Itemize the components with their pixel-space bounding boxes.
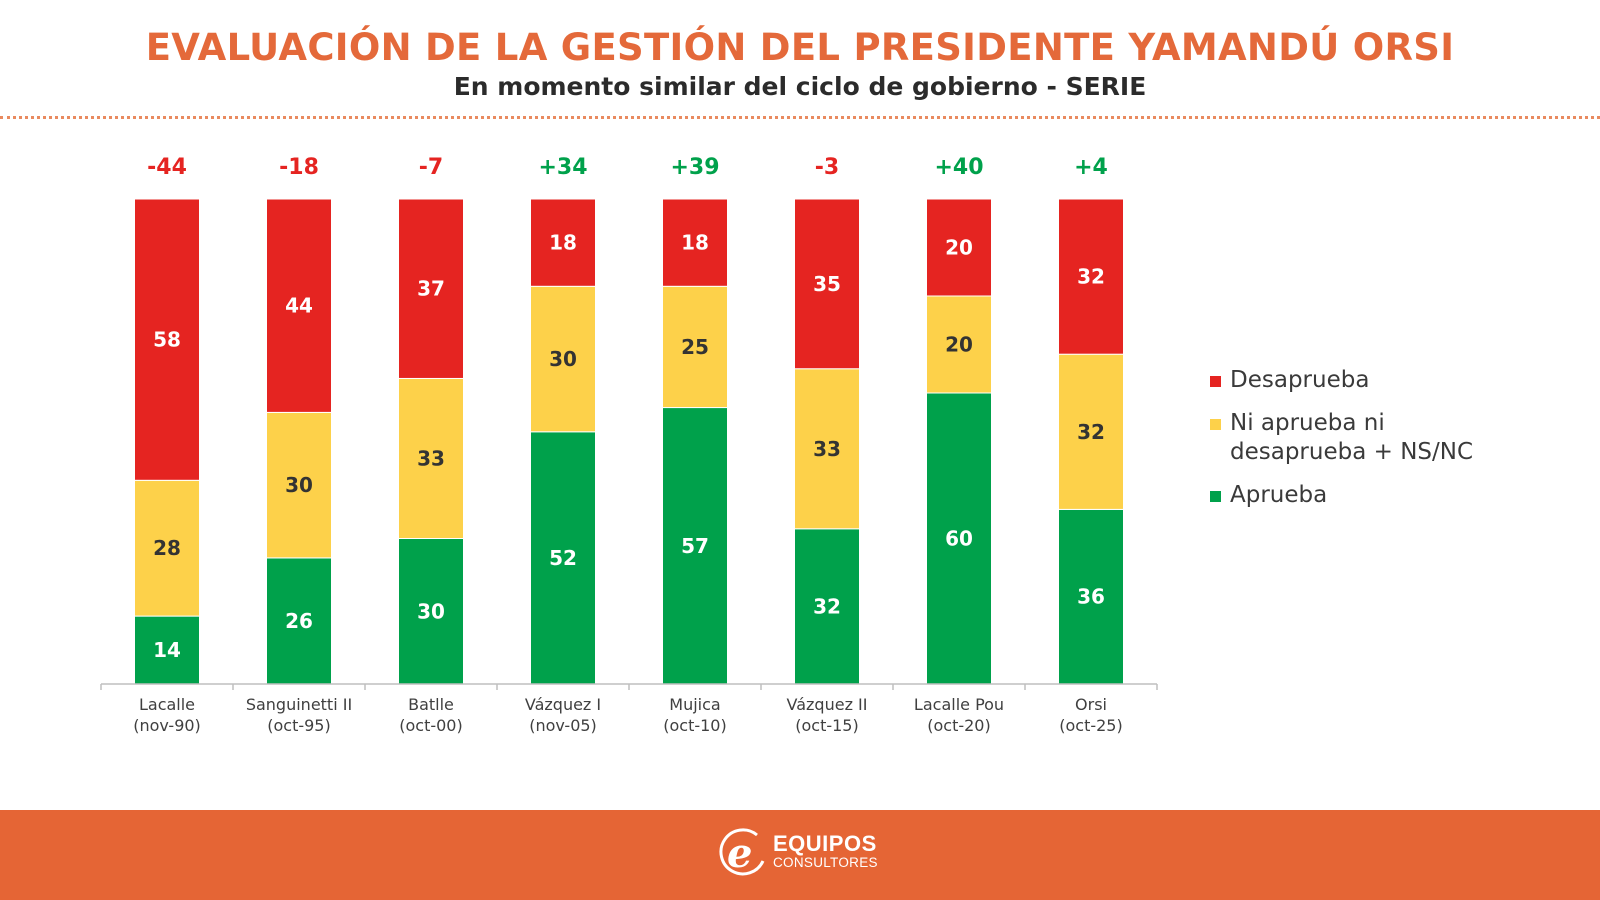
segment-value-label: 52 [549,546,577,570]
x-axis: Lacalle (nov-90) Sanguinetti II (oct-95) Bat… [100,683,1158,735]
x-tick-label: Vázquez I [525,695,601,714]
brand-name: EQUIPOS [773,830,877,856]
segment-value-label: 28 [153,536,181,560]
segment-value-label: 60 [945,527,973,551]
bar-segment-aprueba [926,392,992,685]
bar-stack: 26 30 44 -18 [266,155,332,685]
net-balance-label: -7 [419,155,443,180]
x-tick-label: Orsi [1075,695,1107,714]
segment-value-label: 18 [681,231,709,255]
x-tick-label: Batlle [408,695,454,714]
segment-value-label: 33 [813,437,841,461]
legend-label-aprueba: Aprueba [1230,482,1328,508]
segment-value-label: 30 [549,347,577,371]
bar-segment-aprueba [794,528,860,685]
net-balance-label: +34 [538,155,587,180]
segment-value-label: 30 [417,599,445,623]
bar-segment-ni [398,377,464,540]
legend-item-aprueba: Aprueba [1210,481,1510,510]
segment-value-label: 33 [417,446,445,470]
segment-value-label: 25 [681,335,709,359]
svg-text:e: e [727,830,752,877]
segment-value-label: 26 [285,609,313,633]
segment-value-label: 57 [681,534,709,558]
brand-logo: e EQUIPOS CONSULTORES [713,823,878,879]
segment-value-label: 58 [153,328,181,352]
legend-swatch-desaprueba [1210,376,1221,387]
legend-label-ni: Ni aprueba ni desaprueba + NS/NC [1230,410,1474,465]
chart-title: EVALUACIÓN DE LA GESTIÓN DEL PRESIDENTE … [145,26,1455,69]
segment-value-label: 20 [945,236,973,260]
x-tick-label: (nov-90) [133,716,201,735]
bar-segment-desaprueba [1058,198,1124,355]
footer-bar [0,810,1600,900]
net-balance-label: -44 [147,155,187,180]
segment-value-label: 37 [417,277,445,301]
x-tick-label: (oct-15) [795,716,858,735]
bar-stack: 57 25 18 +39 [662,155,728,685]
segment-value-label: 32 [1077,420,1105,444]
x-tick-label: (nov-05) [529,716,597,735]
bar-stack: 36 32 32 +4 [1058,155,1124,685]
bar-segment-desaprueba [794,198,860,370]
bar-stack: 30 33 37 -7 [398,155,464,685]
bar-segment-desaprueba [926,198,992,297]
bar-segment-ni [662,285,728,409]
bar-segment-ni [530,285,596,433]
x-tick-label: Sanguinetti II [246,695,352,714]
legend-swatch-aprueba [1210,491,1221,502]
segment-value-label: 32 [1077,265,1105,289]
bar-segment-desaprueba [266,198,332,413]
net-balance-label: +40 [934,155,983,180]
bar-segment-aprueba [662,407,728,685]
bars-group: 14 28 58 -44 26 30 44 -18 30 33 37 -7 52 30 18 +34 57 25 1… [134,155,1124,685]
x-tick-label: (oct-00) [399,716,462,735]
bar-stack: 32 33 35 -3 [794,155,860,685]
bar-segment-desaprueba [134,198,200,481]
bar-segment-desaprueba [530,198,596,287]
stacked-bar-chart: 14 28 58 -44 26 30 44 -18 30 33 37 -7 52 30 18 +34 57 25 1… [100,155,1158,735]
legend-item-desaprueba: Desaprueba [1210,366,1510,395]
legend-item-ni: Ni aprueba ni desaprueba + NS/NC [1210,409,1510,467]
bar-segment-ni [794,368,860,530]
x-tick-label: Vázquez II [787,695,868,714]
segment-value-label: 20 [945,333,973,357]
segment-value-label: 44 [285,294,313,318]
segment-value-label: 14 [153,638,181,662]
net-balance-label: +39 [670,155,719,180]
x-tick-label: Lacalle Pou [914,695,1004,714]
segment-value-label: 35 [813,272,841,296]
net-balance-label: -18 [279,155,319,180]
x-tick-label: (oct-20) [927,716,990,735]
legend-swatch-ni [1210,419,1221,430]
x-tick-label: (oct-10) [663,716,726,735]
x-tick-label: (oct-95) [267,716,330,735]
bar-segment-aprueba [530,431,596,685]
bar-segment-desaprueba [662,198,728,287]
bar-stack: 60 20 20 +40 [926,155,992,685]
net-balance-label: +4 [1074,155,1108,180]
bar-segment-ni [926,295,992,394]
e-logo-icon: e [719,828,765,877]
x-tick-label: Mujica [669,695,720,714]
bar-segment-ni [1058,353,1124,510]
segment-value-label: 32 [813,594,841,618]
x-tick-label: Lacalle [139,695,195,714]
brand-text: EQUIPOS CONSULTORES [773,830,878,870]
dotted-divider [0,116,1600,119]
segment-value-label: 30 [285,473,313,497]
chart-subtitle: En momento similar del ciclo de gobierno… [453,72,1147,101]
segment-value-label: 36 [1077,585,1105,609]
segment-value-label: 18 [549,231,577,255]
net-balance-label: -3 [815,155,839,180]
legend: Desaprueba Ni aprueba ni desaprueba + NS… [1210,366,1510,524]
x-tick-label: (oct-25) [1059,716,1122,735]
legend-label-desaprueba: Desaprueba [1230,367,1370,393]
bar-stack: 52 30 18 +34 [530,155,596,685]
bar-segment-aprueba [266,557,332,685]
bar-segment-ni [266,411,332,559]
bar-segment-desaprueba [398,198,464,379]
brand-subname: CONSULTORES [773,854,878,870]
bar-stack: 14 28 58 -44 [134,155,200,685]
